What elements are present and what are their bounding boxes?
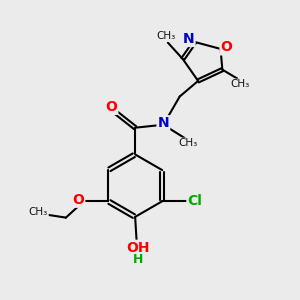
Text: H: H bbox=[133, 253, 143, 266]
Text: N: N bbox=[158, 116, 169, 130]
Text: O: O bbox=[73, 193, 84, 207]
Text: O: O bbox=[105, 100, 117, 114]
Text: O: O bbox=[220, 40, 232, 54]
Text: Cl: Cl bbox=[188, 194, 202, 208]
Text: CH₃: CH₃ bbox=[157, 31, 176, 41]
Text: CH₃: CH₃ bbox=[179, 139, 198, 148]
Text: CH₃: CH₃ bbox=[28, 207, 48, 217]
Text: OH: OH bbox=[126, 241, 150, 255]
Text: N: N bbox=[183, 32, 195, 46]
Text: CH₃: CH₃ bbox=[231, 80, 250, 89]
